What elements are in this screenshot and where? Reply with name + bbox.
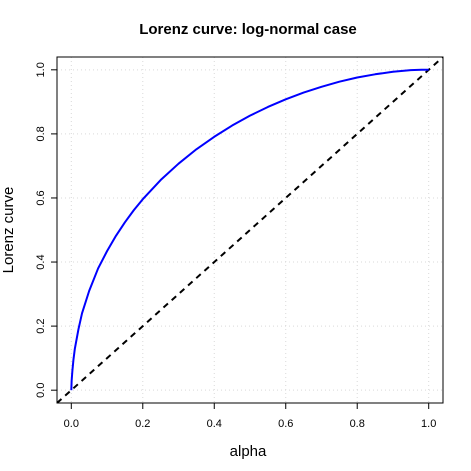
series-layer <box>57 57 443 403</box>
y-tick-label: 0.6 <box>35 190 47 205</box>
y-axis: 0.0 0.2 0.4 0.6 0.8 1.0 <box>35 62 57 398</box>
y-tick-label: 1.0 <box>35 62 47 77</box>
chart-title: Lorenz curve: log-normal case <box>139 21 357 38</box>
lorenz-curve <box>70 68 429 391</box>
x-tick-label: 0.0 <box>64 418 79 430</box>
x-tick-label: 0.6 <box>278 418 293 430</box>
x-axis-label: alpha <box>230 443 267 460</box>
plot-frame <box>56 56 444 404</box>
y-tick-label: 0.2 <box>35 318 47 333</box>
y-tick-label: 0.8 <box>35 126 47 141</box>
x-tick-label: 0.4 <box>207 418 222 430</box>
y-tick-label: 0.4 <box>35 254 47 269</box>
x-tick-label: 1.0 <box>421 418 436 430</box>
x-tick-label: 0.8 <box>350 418 365 430</box>
y-axis-label: Lorenz curve <box>0 187 17 274</box>
equality-line <box>57 57 443 403</box>
x-tick-label: 0.2 <box>135 418 150 430</box>
x-axis: 0.0 0.2 0.4 0.6 0.8 1.0 <box>64 403 436 430</box>
y-tick-label: 0.0 <box>35 383 47 398</box>
grid <box>57 57 443 403</box>
